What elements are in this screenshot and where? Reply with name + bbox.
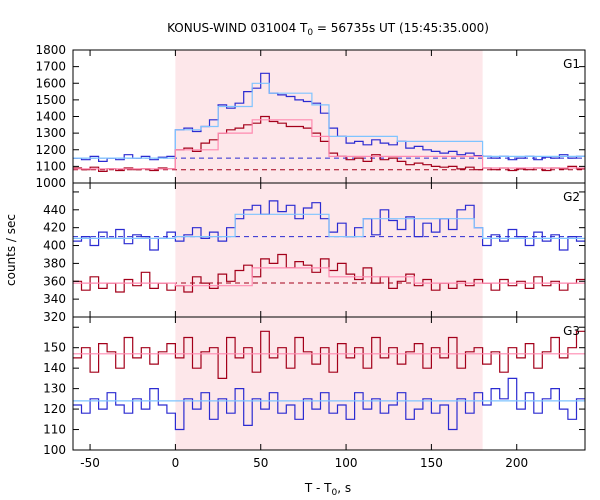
panel-2: 320 340 360 380 400 420 440 G2 xyxy=(43,182,586,324)
y-tick-label: 400 xyxy=(43,239,66,253)
y-tick-label: 380 xyxy=(43,256,66,270)
y-tick-label: 150 xyxy=(43,341,66,355)
highlight-interval xyxy=(175,183,483,317)
x-axis-label-main: T - T xyxy=(304,481,332,495)
x-tick-label: -50 xyxy=(80,456,100,470)
highlight-interval xyxy=(175,317,483,450)
panel-3-frame xyxy=(72,316,586,451)
y-tick-label: 340 xyxy=(43,292,66,306)
series-pink-line xyxy=(73,267,585,287)
x-tick-label: 150 xyxy=(420,456,443,470)
panel-label-g1: G1 xyxy=(563,57,580,71)
chart-title-rest: = 56735s UT (15:45:35.000) xyxy=(313,21,489,35)
panel-3-data xyxy=(73,330,585,431)
chart-title: KONUS-WIND 031004 T0 = 56735s UT (15:45:… xyxy=(167,21,489,38)
y-tick-label: 1100 xyxy=(35,159,66,173)
y-tick-label: 120 xyxy=(43,402,66,416)
x-tick-label: 50 xyxy=(253,456,268,470)
panel-label-g2: G2 xyxy=(563,190,580,204)
x-tick-label: 200 xyxy=(505,456,528,470)
y-tick-label: 110 xyxy=(43,423,66,437)
series-blue-line xyxy=(73,377,585,431)
x-axis-label-rest: , s xyxy=(337,481,351,495)
y-tick-label: 1200 xyxy=(35,143,66,157)
y-tick-label: 1800 xyxy=(35,43,66,57)
x-axis-label: T - T0, s xyxy=(304,481,351,498)
y-tick-label: 130 xyxy=(43,382,66,396)
x-axis-label-subscript: 0 xyxy=(332,488,338,498)
panels-layer: 100011001200130014001500160017001800G132… xyxy=(35,43,586,470)
series-red-line xyxy=(73,253,585,293)
y-tick-label: 100 xyxy=(43,443,66,457)
y-tick-label: 1500 xyxy=(35,93,66,107)
x-tick-label: 100 xyxy=(335,456,358,470)
series-light_blue-line xyxy=(73,82,585,159)
y-tick-label: 420 xyxy=(43,221,66,235)
panel-1: 1000 1100 1200 1300 1400 1500 1600 1700 1800 G1 xyxy=(35,43,586,190)
y-tick-label: 1400 xyxy=(35,110,66,124)
y-tick-label: 1700 xyxy=(35,60,66,74)
series-light_blue-line xyxy=(73,213,585,239)
chart-title-subscript: 0 xyxy=(307,28,313,38)
y-tick-label: 1300 xyxy=(35,126,66,140)
y-tick-label: 320 xyxy=(43,310,66,324)
panel-2-data xyxy=(73,200,585,293)
panel-3: 100 110 120 130 140 150 G3 xyxy=(43,316,586,457)
y-tick-label: 440 xyxy=(43,203,66,217)
panel-label-g3: G3 xyxy=(563,324,580,338)
series-pink-line xyxy=(73,119,585,170)
x-tick-label: 0 xyxy=(172,456,180,470)
y-tick-label: 1000 xyxy=(35,176,66,190)
y-tick-label: 1600 xyxy=(35,76,66,90)
y-axis-label: counts / sec xyxy=(4,214,18,286)
panel-1-data xyxy=(73,72,585,172)
chart-title-main: KONUS-WIND 031004 T xyxy=(167,21,308,35)
y-tick-label: 140 xyxy=(43,361,66,375)
y-tick-label: 360 xyxy=(43,274,66,288)
